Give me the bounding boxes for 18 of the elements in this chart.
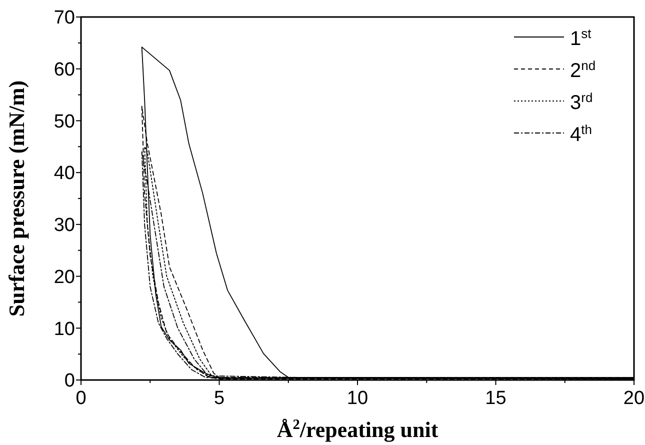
legend-label: 1$^{st}$ xyxy=(570,26,592,50)
x-tick-label: 5 xyxy=(214,388,225,409)
x-axis-title: Å$^{2}$/repeating unit xyxy=(276,417,439,442)
y-tick-label: 40 xyxy=(54,163,75,184)
y-tick-label: 30 xyxy=(54,215,75,236)
y-tick-label: 70 xyxy=(54,8,75,29)
y-tick-label: 10 xyxy=(54,318,75,340)
y-tick-label: 0 xyxy=(64,370,75,392)
legend-label: 4$^{th}$ xyxy=(570,122,592,146)
x-tick-label: 15 xyxy=(485,388,506,409)
legend-label: 3$^{rd}$ xyxy=(570,90,593,114)
x-tick-label: 10 xyxy=(346,388,368,409)
y-tick-label: 50 xyxy=(54,111,75,132)
y-tick-label: 60 xyxy=(54,60,75,81)
legend-label: 2$^{nd}$ xyxy=(570,58,596,82)
x-tick-label: 20 xyxy=(623,388,645,409)
y-axis-title: Surface pressure (mN/m) xyxy=(4,80,29,317)
y-tick-label: 20 xyxy=(54,266,75,288)
